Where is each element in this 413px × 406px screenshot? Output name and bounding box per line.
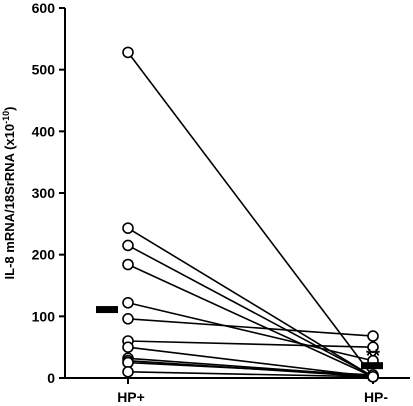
point-hp-pos xyxy=(122,222,134,234)
y-tick-label: 100 xyxy=(32,308,56,324)
x-tick-label: HP+ xyxy=(117,389,145,405)
pair-line xyxy=(127,51,374,378)
pair-line xyxy=(127,346,374,378)
pair-line xyxy=(127,301,374,362)
point-hp-pos xyxy=(122,341,134,353)
y-tick-label: 400 xyxy=(32,123,56,139)
pair-line xyxy=(127,227,374,378)
data-points xyxy=(122,46,379,383)
mean-bars xyxy=(96,306,383,370)
y-axis-title-exponent: -10 xyxy=(1,111,11,124)
point-hp-pos xyxy=(122,312,134,325)
axes xyxy=(64,8,410,379)
point-hp-neg xyxy=(367,330,379,342)
point-hp-neg xyxy=(367,370,379,383)
mean-bar-hp-pos xyxy=(96,306,118,314)
y-tick-label: 600 xyxy=(32,0,56,16)
point-hp-pos xyxy=(122,46,134,59)
pair-line xyxy=(127,244,374,377)
pair-line xyxy=(127,361,374,376)
point-hp-neg xyxy=(367,341,379,353)
pair-line xyxy=(127,371,374,378)
y-axis-title: IL-8 mRNA/18SrRNA (x10-10) xyxy=(1,107,17,280)
paired-lines xyxy=(127,51,374,378)
y-tick-label: 300 xyxy=(32,185,56,201)
y-tick-label: 500 xyxy=(32,62,56,78)
point-hp-pos xyxy=(122,258,134,271)
y-tick-label: 200 xyxy=(32,247,56,263)
y-axis-title-main: IL-8 mRNA/18SrRNA (x10 xyxy=(2,124,17,280)
y-ticks: 0 100 200 300 400 500 600 xyxy=(32,0,65,386)
point-hp-pos xyxy=(122,296,134,309)
point-hp-pos xyxy=(122,366,134,378)
y-tick-label: 0 xyxy=(47,370,55,386)
pair-line xyxy=(127,318,374,337)
x-tick-label: HP- xyxy=(364,389,388,405)
pair-line xyxy=(127,263,374,378)
y-axis-title-close: ) xyxy=(2,107,17,111)
mean-bar-hp-neg xyxy=(361,362,383,370)
point-hp-pos xyxy=(122,239,134,252)
x-ticks: HP+ HP- xyxy=(117,378,388,405)
significance-label: ** xyxy=(366,346,380,366)
pair-line xyxy=(127,340,374,348)
